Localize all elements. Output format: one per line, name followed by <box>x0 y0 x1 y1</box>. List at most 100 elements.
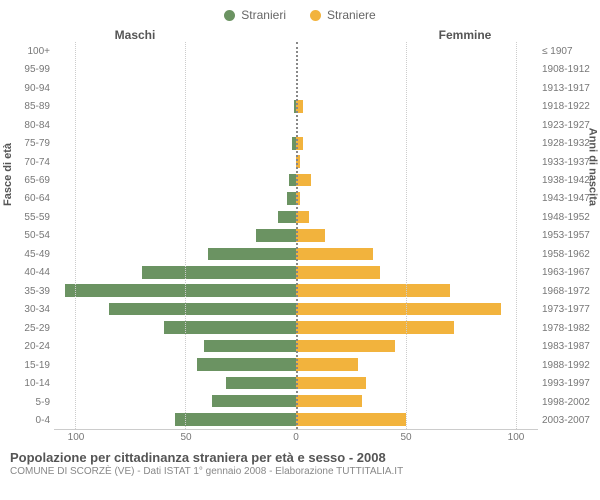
bar-row-male <box>54 79 296 97</box>
bar-row-male <box>54 263 296 281</box>
bar-male <box>204 340 296 353</box>
bar-row-female <box>296 263 538 281</box>
year-label: 1968-1972 <box>542 282 596 300</box>
bar-row-male <box>54 97 296 115</box>
bar-row-male <box>54 355 296 373</box>
plot-left-male <box>54 42 296 429</box>
bar-female <box>296 340 395 353</box>
bar-row-male <box>54 189 296 207</box>
age-label: 40-44 <box>4 264 50 282</box>
year-label: 1908-1912 <box>542 60 596 78</box>
bar-row-female <box>296 79 538 97</box>
bar-row-male <box>54 134 296 152</box>
bar-row-female <box>296 189 538 207</box>
bar-row-male <box>54 281 296 299</box>
bar-row-female <box>296 153 538 171</box>
year-label: 1983-1987 <box>542 338 596 356</box>
header-male: Maschi <box>0 28 300 42</box>
bar-row-female <box>296 374 538 392</box>
bar-row-male <box>54 42 296 60</box>
chart-title: Popolazione per cittadinanza straniera p… <box>10 450 590 465</box>
bar-female <box>296 284 450 297</box>
gridline <box>516 42 517 429</box>
bar-male <box>65 284 296 297</box>
bar-row-male <box>54 410 296 428</box>
center-divider <box>296 42 298 429</box>
bar-row-female <box>296 116 538 134</box>
bar-row-male <box>54 337 296 355</box>
x-tick-label: 50 <box>400 432 411 443</box>
header-female: Femmine <box>300 28 600 42</box>
bar-row-female <box>296 337 538 355</box>
bar-female <box>296 266 380 279</box>
x-tick-label: 100 <box>68 432 85 443</box>
age-label: 100+ <box>4 42 50 60</box>
year-label: 1918-1922 <box>542 97 596 115</box>
bar-row-female <box>296 226 538 244</box>
age-label: 85-89 <box>4 97 50 115</box>
x-axis: 100 50 0 50 100 <box>0 430 600 446</box>
bar-row-male <box>54 171 296 189</box>
bar-row-female <box>296 60 538 78</box>
bar-female <box>296 303 501 316</box>
year-label: 1948-1952 <box>542 208 596 226</box>
bar-row-female <box>296 42 538 60</box>
year-label: 1998-2002 <box>542 393 596 411</box>
age-label: 20-24 <box>4 338 50 356</box>
bar-row-male <box>54 60 296 78</box>
age-label: 0-4 <box>4 411 50 429</box>
bar-row-female <box>296 134 538 152</box>
age-labels-column: 100+95-9990-9485-8980-8475-7970-7465-696… <box>4 42 54 430</box>
bar-male <box>208 248 296 261</box>
bar-row-female <box>296 171 538 189</box>
bar-row-male <box>54 245 296 263</box>
footer: Popolazione per cittadinanza straniera p… <box>0 446 600 477</box>
year-label: 1978-1982 <box>542 319 596 337</box>
year-label: 2003-2007 <box>542 411 596 429</box>
age-label: 90-94 <box>4 79 50 97</box>
age-label: 30-34 <box>4 301 50 319</box>
legend-label-female: Straniere <box>327 8 376 22</box>
x-tick-label: 100 <box>508 432 525 443</box>
gridline <box>185 42 186 429</box>
year-label: 1913-1917 <box>542 79 596 97</box>
bar-female <box>296 358 358 371</box>
age-label: 15-19 <box>4 356 50 374</box>
bar-female <box>296 229 325 242</box>
bar-male <box>289 174 296 187</box>
bar-row-female <box>296 355 538 373</box>
bar-male <box>278 211 296 224</box>
bar-female <box>296 413 406 426</box>
bar-row-female <box>296 300 538 318</box>
bar-row-female <box>296 392 538 410</box>
plot-area <box>54 42 538 430</box>
bar-row-male <box>54 374 296 392</box>
x-tick-label: 0 <box>293 432 299 443</box>
age-label: 80-84 <box>4 116 50 134</box>
bar-row-female <box>296 97 538 115</box>
bar-row-female <box>296 208 538 226</box>
bar-row-female <box>296 410 538 428</box>
bar-row-male <box>54 318 296 336</box>
bar-row-female <box>296 318 538 336</box>
bar-male <box>256 229 296 242</box>
bar-row-male <box>54 226 296 244</box>
bar-row-male <box>54 208 296 226</box>
bar-female <box>296 248 373 261</box>
year-labels-column: ≤ 19071908-19121913-19171918-19221923-19… <box>538 42 596 430</box>
bar-row-male <box>54 392 296 410</box>
x-tick-label: 50 <box>180 432 191 443</box>
age-label: 25-29 <box>4 319 50 337</box>
gridline <box>406 42 407 429</box>
bar-male <box>175 413 296 426</box>
bar-row-female <box>296 281 538 299</box>
bar-female <box>296 321 454 334</box>
bar-row-male <box>54 300 296 318</box>
plot-right-female <box>296 42 538 429</box>
bar-row-male <box>54 153 296 171</box>
year-label: 1963-1967 <box>542 264 596 282</box>
bar-male <box>164 321 296 334</box>
year-label: 1958-1962 <box>542 245 596 263</box>
bar-female <box>296 377 366 390</box>
column-headers: Maschi Femmine <box>0 28 600 42</box>
